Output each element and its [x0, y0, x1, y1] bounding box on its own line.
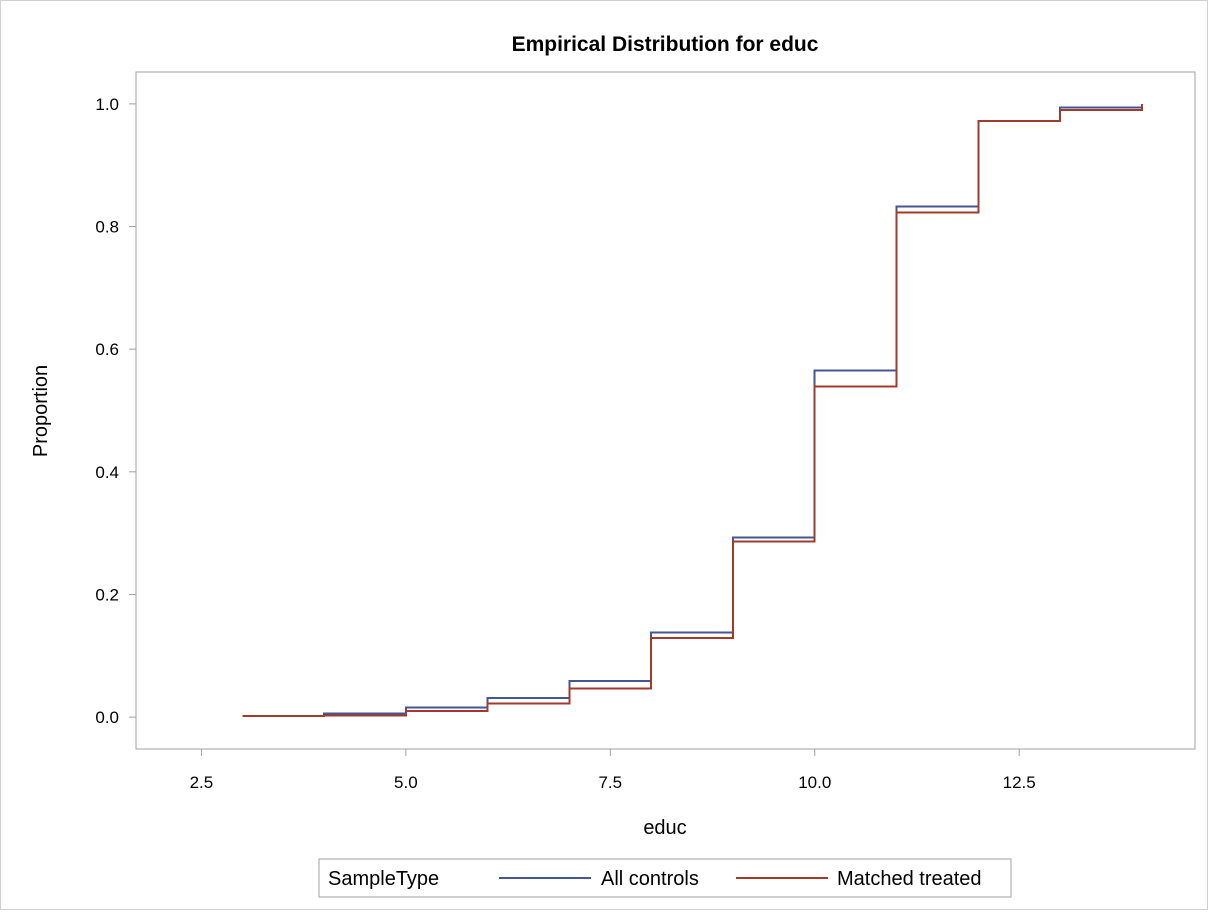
legend-label-matched-treated: Matched treated [837, 868, 982, 890]
x-tick-label: 12.5 [1003, 773, 1036, 792]
y-tick-label: 0.0 [95, 708, 119, 727]
legend-label-all-controls: All controls [601, 868, 699, 890]
chart-title: Empirical Distribution for educ [512, 33, 819, 56]
x-tick-label: 5.0 [394, 773, 418, 792]
series-layer [242, 103, 1143, 717]
x-tick-label: 10.0 [798, 773, 831, 792]
series-line-matched-treated [242, 103, 1143, 717]
x-axis: 2.5 5.0 7.5 10.0 12.5 [190, 749, 1036, 792]
legend-box [318, 858, 1012, 898]
y-axis-label: Proportion [30, 365, 52, 457]
y-tick-label: 0.4 [95, 463, 119, 482]
plot-area [135, 71, 1196, 750]
y-tick-label: 0.8 [95, 218, 119, 237]
legend-title: SampleType [328, 868, 439, 890]
y-tick-label: 0.2 [95, 585, 119, 604]
legend: SampleType All controls Matched treated [318, 858, 1012, 898]
x-tick-label: 2.5 [190, 773, 214, 792]
x-tick-label: 7.5 [598, 773, 622, 792]
y-axis: 0.0 0.2 0.4 0.6 0.8 1.0 [95, 95, 136, 727]
series-line-all-controls [242, 103, 1143, 717]
x-axis-label: educ [643, 817, 686, 839]
y-tick-label: 1.0 [95, 95, 119, 114]
y-tick-label: 0.6 [95, 340, 119, 359]
